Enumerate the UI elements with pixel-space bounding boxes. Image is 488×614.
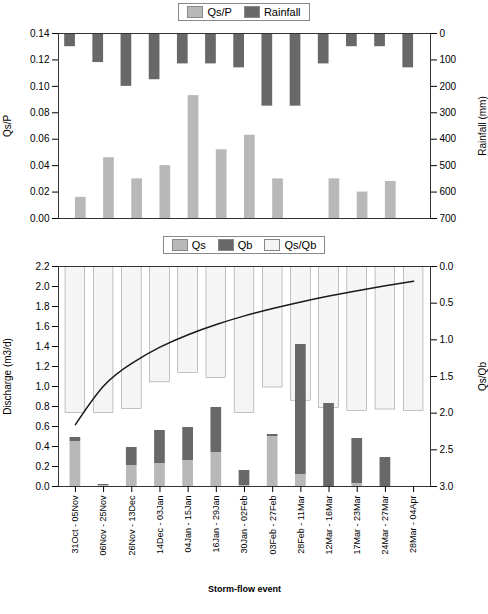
svg-text:30Jan - 02Feb: 30Jan - 02Feb [239,496,249,554]
html-text:Rainfall: Rainfall [263,6,301,18]
svg-text:03Feb - 27Feb: 03Feb - 27Feb [268,496,278,555]
svg-text:Discharge (m3/d): Discharge (m3/d) [2,338,13,415]
svg-text:14Dec - 03Jan: 14Dec - 03Jan [155,496,165,555]
html-text:Qs/P: Qs/P [207,6,232,18]
html-text:Qs: Qs [191,239,206,251]
svg-text:0.6: 0.6 [36,421,50,432]
svg-text:400: 400 [440,133,457,144]
svg-text:0.10: 0.10 [30,81,50,92]
svg-text:12Mar - 16Mar: 12Mar - 16Mar [324,496,334,555]
svg-text:31Oct - 05Nov: 31Oct - 05Nov [70,495,80,554]
svg-text:1.0: 1.0 [36,381,50,392]
svg-text:2.0: 2.0 [440,407,454,418]
svg-text:0.5: 0.5 [440,297,454,308]
svg-text:600: 600 [440,186,457,197]
svg-text:26Nov - 13Dec: 26Nov - 13Dec [127,495,137,556]
svg-text:1.8: 1.8 [36,301,50,312]
svg-text:0.14: 0.14 [30,28,50,39]
svg-text:0.4: 0.4 [36,441,50,452]
svg-text:1.5: 1.5 [440,371,454,382]
svg-text:500: 500 [440,160,457,171]
svg-text:0.0: 0.0 [36,481,50,492]
svg-text:0.00: 0.00 [30,213,50,224]
svg-text:0.0: 0.0 [440,261,454,272]
html-text:Qb: Qb [237,239,253,251]
svg-text:100: 100 [440,54,457,65]
svg-text:2.5: 2.5 [440,444,454,455]
svg-text:0.06: 0.06 [30,133,50,144]
svg-text:24Mar - 27Mar: 24Mar - 27Mar [380,496,390,555]
svg-text:700: 700 [440,213,457,224]
svg-text:1.0: 1.0 [440,334,454,345]
svg-text:1.4: 1.4 [36,341,50,352]
svg-text:16Jan - 29Jan: 16Jan - 29Jan [211,496,221,553]
svg-text:300: 300 [440,107,457,118]
svg-text:06Nov - 25Nov: 06Nov - 25Nov [98,495,108,556]
svg-text:28Mar - 04Apr: 28Mar - 04Apr [408,496,418,554]
svg-text:28Feb - 11Mar: 28Feb - 11Mar [296,495,306,553]
svg-text:04Jan - 15Jan: 04Jan - 15Jan [183,496,193,553]
svg-text:2.2: 2.2 [36,261,50,272]
svg-text:0.02: 0.02 [30,186,50,197]
svg-text:0.08: 0.08 [30,107,50,118]
svg-text:Qs/Qb: Qs/Qb [477,362,488,391]
svg-text:17Mar - 23Mar: 17Mar - 23Mar [352,496,362,555]
svg-text:0.2: 0.2 [36,461,50,472]
svg-text:Rainfall (mm): Rainfall (mm) [477,96,488,155]
svg-text:1.6: 1.6 [36,321,50,332]
svg-text:0: 0 [440,28,446,39]
svg-text:1.2: 1.2 [36,361,50,372]
svg-text:Qs/P: Qs/P [2,115,13,138]
svg-text:2.0: 2.0 [36,281,50,292]
svg-text:0.04: 0.04 [30,160,50,171]
svg-text:0.12: 0.12 [30,54,50,65]
svg-text:Storm-flow event: Storm-flow event [208,584,281,594]
svg-text:0.8: 0.8 [36,401,50,412]
html-text:Qs/Qb: Qs/Qb [284,239,317,251]
svg-text:3.0: 3.0 [440,481,454,492]
svg-text:200: 200 [440,81,457,92]
